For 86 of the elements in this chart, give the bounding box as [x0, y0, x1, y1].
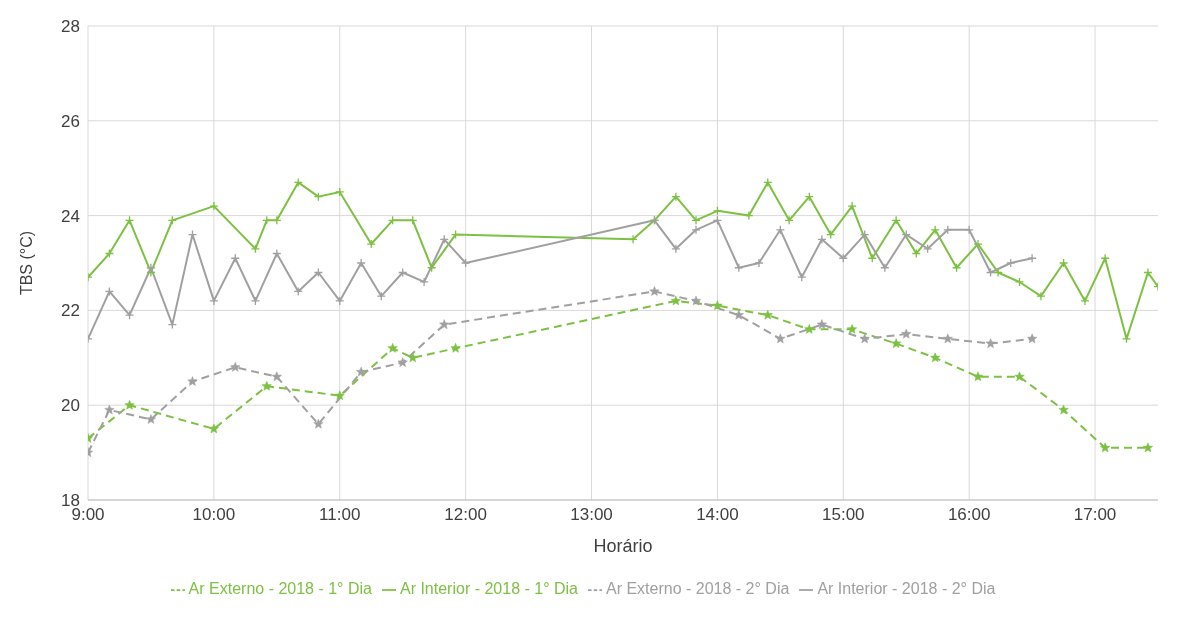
point	[972, 371, 983, 382]
x-tick-label: 16:00	[947, 505, 991, 525]
point	[1058, 258, 1069, 268]
point	[146, 263, 156, 273]
point	[335, 187, 345, 197]
point	[691, 295, 702, 306]
point	[230, 362, 241, 372]
point	[419, 277, 429, 287]
point	[847, 324, 858, 334]
point	[271, 371, 282, 382]
x-tick-label: 14:00	[696, 505, 739, 525]
point	[261, 380, 272, 391]
point	[942, 333, 953, 344]
point	[1080, 296, 1090, 306]
point	[1036, 291, 1046, 301]
point	[1100, 442, 1111, 453]
y-tick-label: 24	[61, 206, 80, 226]
y-axis-title: TBS (°C)	[17, 230, 35, 296]
point	[250, 296, 261, 306]
point	[208, 423, 219, 434]
y-tick-label: 28	[61, 17, 80, 37]
point	[1100, 253, 1110, 263]
point	[1014, 371, 1025, 382]
point	[712, 300, 723, 310]
point	[334, 390, 345, 401]
point	[901, 328, 912, 339]
point	[1027, 253, 1037, 263]
legend-label: Ar Interior - 2018 - 1° Dia	[399, 580, 578, 597]
point	[356, 258, 366, 268]
point	[671, 191, 681, 202]
x-tick-label: 10:00	[192, 505, 236, 525]
point	[859, 333, 870, 344]
point	[1006, 258, 1016, 268]
point	[397, 357, 408, 367]
point	[366, 239, 376, 249]
point	[1027, 333, 1038, 344]
point	[993, 267, 1003, 278]
x-tick-label: 13:00	[570, 505, 613, 525]
point	[1143, 267, 1153, 278]
x-tick-label: 15:00	[822, 505, 865, 525]
point	[754, 258, 764, 268]
point	[691, 215, 701, 225]
x-tick-label: 17:00	[1073, 505, 1117, 525]
point	[1142, 442, 1153, 453]
point	[313, 418, 324, 429]
x-axis-title: Horário	[593, 536, 653, 556]
point	[670, 295, 681, 306]
point	[816, 319, 827, 329]
point	[104, 404, 115, 415]
point	[930, 352, 941, 363]
point	[124, 310, 135, 320]
x-tick-label: 11:00	[319, 505, 361, 525]
point	[762, 309, 773, 320]
x-tick-label: 12:00	[444, 505, 487, 525]
y-tick-label: 26	[61, 111, 80, 131]
point	[387, 343, 398, 353]
point	[209, 201, 219, 211]
point	[187, 376, 198, 386]
point	[775, 333, 786, 344]
y-tick-label: 20	[61, 396, 80, 416]
point	[804, 324, 815, 334]
point	[891, 338, 902, 348]
point	[145, 414, 156, 424]
legend-label: Ar Externo - 2018 - 1° Dia	[188, 580, 372, 597]
point	[124, 399, 135, 410]
point	[649, 286, 660, 296]
legend-label: Ar Interior - 2018 - 2° Dia	[817, 580, 996, 597]
point	[691, 225, 701, 235]
point	[817, 234, 827, 244]
point	[450, 343, 461, 353]
point	[712, 206, 723, 216]
point	[209, 296, 219, 306]
point	[1058, 404, 1069, 415]
legend-label: Ar Externo - 2018 - 2° Dia	[606, 580, 790, 597]
point	[847, 201, 857, 211]
point	[407, 352, 418, 363]
point	[461, 258, 471, 268]
point	[985, 338, 996, 348]
point	[973, 239, 983, 249]
point	[628, 234, 638, 244]
point	[744, 210, 754, 221]
point	[1014, 277, 1025, 287]
point	[439, 319, 450, 329]
y-tick-label: 22	[61, 301, 80, 321]
point	[671, 244, 681, 254]
point	[335, 296, 345, 306]
